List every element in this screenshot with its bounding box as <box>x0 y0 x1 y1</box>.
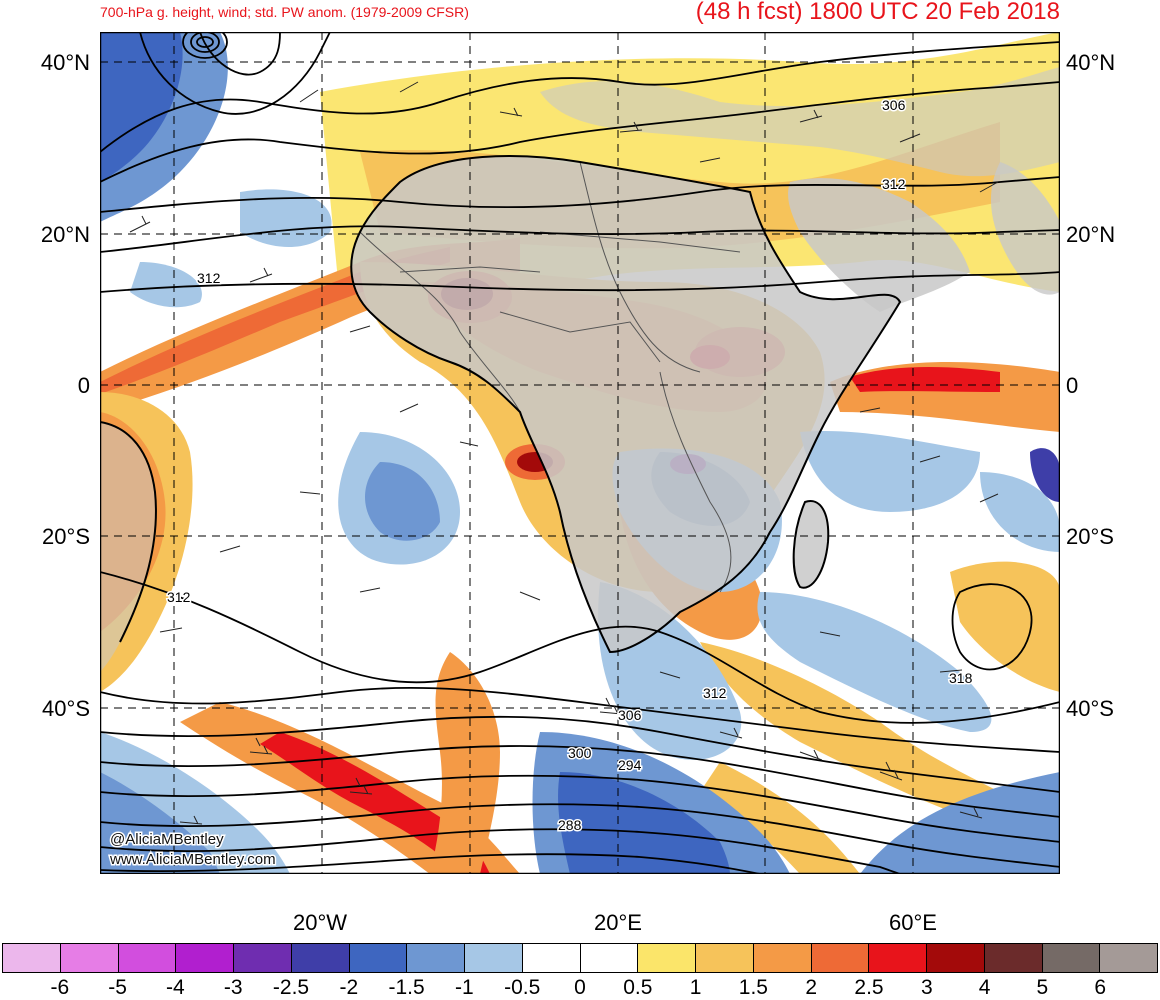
colorbar-swatch <box>638 944 696 972</box>
colorbar-tick-label: 2 <box>805 976 818 999</box>
colorbar-swatch <box>984 944 1043 972</box>
colorbar-swatch <box>3 944 61 972</box>
colorbar-swatch <box>1042 944 1101 972</box>
colorbar-tick-label: 6 <box>1094 976 1107 999</box>
colorbar-tick-label: -2 <box>339 976 359 999</box>
colorbar-swatch <box>407 944 465 972</box>
lat-label-40n-left: 40°N <box>40 50 90 75</box>
borders <box>359 161 801 593</box>
colorbar-swatch <box>176 944 234 972</box>
chart-subtitle: 700-hPa g. height, wind; std. PW anom. (… <box>100 4 469 20</box>
wind-barbs <box>129 81 999 825</box>
colorbar-tick-label: -4 <box>166 976 185 999</box>
colorbar <box>2 943 1158 973</box>
colorbar-swatch <box>234 944 292 972</box>
colorbar-tick-label: -1 <box>455 976 474 999</box>
contour-label: 312 <box>882 176 906 192</box>
lon-label-60e: 60°E <box>889 910 937 935</box>
colorbar-swatch <box>696 944 754 972</box>
contour-label: 312 <box>167 589 191 605</box>
colorbar-tick-label: 0.5 <box>623 976 653 999</box>
colorbar-tick-label: -5 <box>108 976 127 999</box>
colorbar-tick-label: 1.5 <box>738 976 768 999</box>
colorbar-swatch <box>522 944 581 972</box>
colorbar-swatch <box>349 944 408 972</box>
contour-labels: 306 312 312 312 312 318 306 300 294 288 <box>166 96 975 835</box>
contour-label: 294 <box>618 757 642 773</box>
colorbar-tick-label: 5 <box>1036 976 1049 999</box>
lat-label-40s-right: 40°S <box>1066 696 1114 721</box>
colorbar-tick-label: -2.5 <box>272 976 310 999</box>
height-contours <box>100 32 1060 874</box>
lat-label-eq-right: 0 <box>1066 373 1079 398</box>
contour-label: 306 <box>882 97 906 113</box>
graticule <box>100 32 1060 874</box>
lat-label-20n-right: 20°N <box>1066 222 1116 247</box>
weather-map: 306 312 312 312 312 318 306 300 294 288 … <box>100 32 1060 874</box>
chart-title: (48 h fcst) 1800 UTC 20 Feb 2018 <box>695 0 1060 25</box>
contour-label: 312 <box>197 270 221 286</box>
colorbar-swatch <box>60 944 119 972</box>
credit-website: www.AliciaMBentley.com <box>109 851 276 868</box>
contour-label: 318 <box>949 670 973 686</box>
colorbar-swatch <box>753 944 812 972</box>
lon-label-20w: 20°W <box>292 910 348 935</box>
colorbar-tick-label: 0 <box>574 976 586 999</box>
contour-label: 300 <box>568 745 592 761</box>
coastlines <box>100 155 902 654</box>
colorbar-swatch <box>465 944 523 972</box>
map-frame <box>100 32 1060 874</box>
contour-label: 312 <box>703 685 727 701</box>
colorbar-tick-label: 3 <box>920 976 933 999</box>
colorbar-tick-label: -0.5 <box>504 976 541 999</box>
colorbar-tick-label: 4 <box>978 976 991 999</box>
colorbar-tick-label: 1 <box>689 976 702 999</box>
contour-label: 288 <box>558 817 582 833</box>
colorbar-swatch <box>291 944 350 972</box>
colorbar-swatch <box>811 944 870 972</box>
colorbar-swatch <box>118 944 177 972</box>
lat-label-20n-left: 20°N <box>40 222 90 247</box>
colorbar-swatch <box>1100 944 1157 972</box>
colorbar-tick-label: 2.5 <box>854 976 884 999</box>
colorbar-tick-label: -6 <box>50 976 70 999</box>
lat-label-20s-right: 20°S <box>1066 524 1114 549</box>
lon-label-20e: 20°E <box>594 910 642 935</box>
credit-handle: @AliciaMBentley <box>110 831 224 848</box>
colorbar-swatch <box>927 944 985 972</box>
colorbar-swatch <box>869 944 927 972</box>
lat-label-eq-left: 0 <box>77 373 90 398</box>
colorbar-swatch <box>580 944 639 972</box>
lat-label-40s-left: 40°S <box>42 696 90 721</box>
contour-label: 306 <box>618 707 642 723</box>
lat-label-40n-right: 40°N <box>1066 50 1116 75</box>
lat-label-20s-left: 20°S <box>42 524 90 549</box>
colorbar-tick-label: -1.5 <box>388 976 425 999</box>
colorbar-tick-label: -3 <box>223 976 243 999</box>
